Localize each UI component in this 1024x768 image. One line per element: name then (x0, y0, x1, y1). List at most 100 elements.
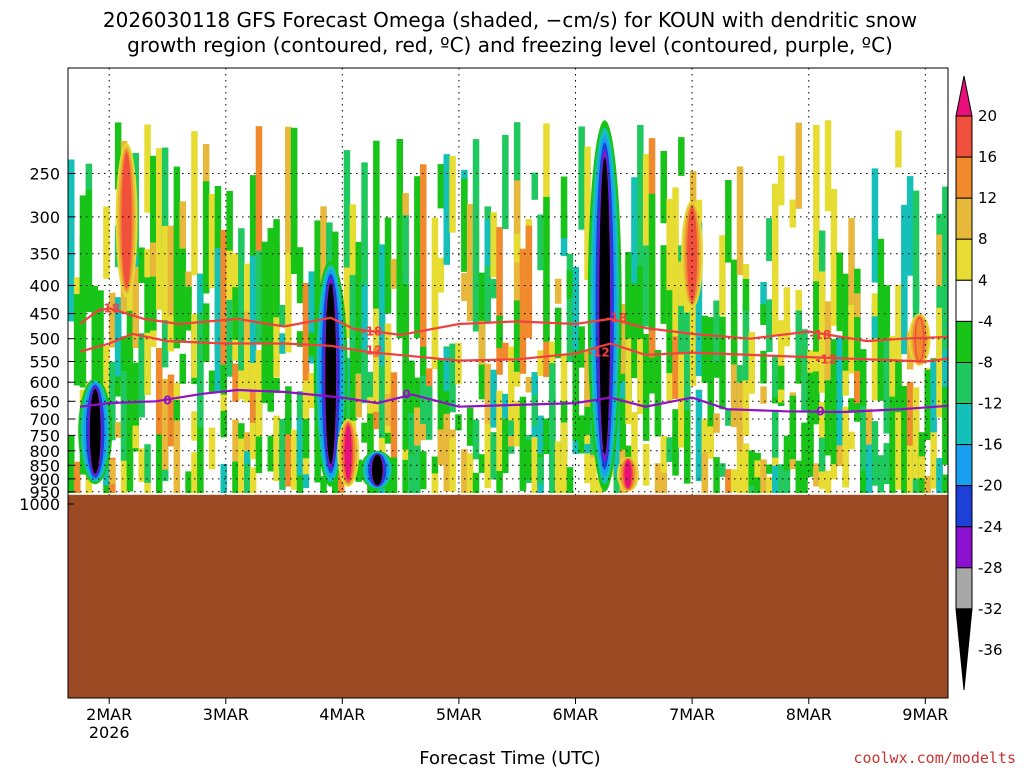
colorbar-label: -8 (978, 354, 993, 372)
contour-label: -18 (98, 301, 120, 315)
omega-cell (431, 217, 439, 369)
omega-cell (637, 218, 644, 377)
omega-cell (161, 147, 169, 249)
x-tick-label: 3MAR (203, 705, 249, 724)
omega-cell (144, 332, 151, 395)
ground-fill (68, 494, 948, 698)
omega-cell (807, 372, 814, 394)
omega-cell (625, 338, 632, 425)
omega-cell (437, 429, 445, 466)
omega-cell (525, 225, 533, 338)
omega-cell (678, 261, 685, 306)
omega-cell (701, 315, 709, 383)
omega-cell (114, 307, 122, 358)
omega-cell (842, 273, 849, 371)
contour-label: -18 (810, 328, 832, 342)
omega-cell (760, 386, 767, 404)
omega-cell (273, 378, 280, 394)
omega-cell (85, 468, 93, 494)
omega-cell (449, 437, 456, 492)
colorbar-label: -20 (978, 477, 1003, 495)
grid-lines (68, 68, 948, 698)
omega-cell (161, 225, 169, 321)
contour-line-0 (79, 388, 948, 414)
omega-cell (642, 184, 650, 327)
omega-cell (361, 162, 368, 285)
omega-cell (707, 317, 714, 427)
y-tick-label: 650 (29, 392, 60, 411)
omega-cell (777, 155, 785, 206)
colorbar-swatch (955, 444, 973, 487)
omega-cell (173, 393, 181, 437)
omega-cell (912, 387, 920, 479)
omega-cell (713, 413, 720, 433)
omega-cell (420, 451, 427, 490)
omega-cell (830, 189, 838, 326)
omega-cell (226, 190, 233, 273)
omega-cell (772, 356, 779, 397)
shaded-feature-descent-band-5 (916, 318, 923, 361)
omega-cell (836, 336, 843, 446)
omega-cell (255, 250, 263, 345)
omega-cell (584, 388, 591, 442)
omega-cell (813, 124, 820, 334)
omega-cell (150, 181, 157, 292)
omega-cell (525, 440, 533, 480)
omega-cell (865, 444, 873, 493)
colorbar-label: -32 (978, 600, 1003, 618)
omega-cell (490, 369, 497, 428)
omega-cell (97, 290, 104, 385)
omega-cell (824, 301, 832, 381)
omega-cell (144, 444, 151, 483)
omega-cell (895, 130, 902, 168)
omega-cell (877, 343, 885, 401)
omega-cell (484, 449, 491, 489)
omega-cell (642, 444, 650, 465)
omega-cell (584, 435, 591, 484)
omega-cell (877, 238, 885, 380)
omega-cell (496, 390, 503, 480)
omega-cell (179, 248, 186, 342)
omega-cell (443, 413, 450, 492)
omega-cell (484, 219, 491, 266)
omega-cell (772, 465, 779, 493)
omega-cell (373, 289, 380, 311)
y-tick-label: 950 (29, 483, 60, 502)
ground-layer (68, 494, 948, 698)
omega-cell (302, 282, 310, 381)
omega-cell (173, 420, 181, 493)
omega-cell (942, 186, 948, 350)
omega-cell (895, 360, 902, 435)
omega-cell (144, 124, 151, 213)
omega-cell (537, 457, 544, 484)
omega-cell (73, 465, 81, 478)
omega-cell (138, 448, 145, 482)
contour-label: 0 (402, 388, 410, 402)
omega-cell (613, 402, 621, 477)
omega-cell (478, 320, 486, 365)
omega-cell (578, 126, 585, 230)
y-tick-label: 500 (29, 330, 60, 349)
omega-cell (179, 201, 186, 280)
contour-label: -12 (588, 346, 610, 360)
omega-cell (109, 292, 116, 348)
omega-cell (296, 247, 304, 304)
omega-cell (466, 203, 474, 322)
omega-cell (889, 396, 896, 460)
omega-cell (414, 445, 421, 493)
omega-cell (384, 323, 392, 433)
omega-cell (766, 477, 773, 493)
omega-cell (760, 304, 767, 325)
colorbar-swatch (955, 485, 973, 528)
y-tick-label: 450 (29, 305, 60, 324)
omega-cell (466, 407, 474, 446)
omega-cell (238, 370, 245, 400)
omega-cell (813, 371, 820, 425)
omega-cell (719, 463, 726, 477)
omega-cell (220, 463, 227, 494)
omega-cell (631, 412, 638, 478)
omega-cell (930, 422, 937, 489)
omega-cell (161, 379, 169, 470)
omega-cell (660, 151, 667, 224)
omega-cell (584, 443, 591, 454)
